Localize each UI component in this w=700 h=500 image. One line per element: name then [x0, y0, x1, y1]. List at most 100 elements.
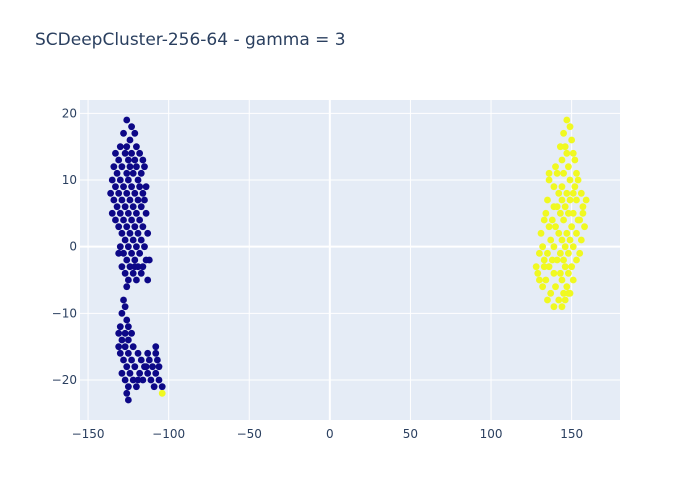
data-point-series-1	[539, 243, 547, 251]
data-point-series-1	[552, 163, 559, 171]
data-point-series-0	[142, 363, 150, 371]
data-point-series-1	[561, 296, 569, 304]
data-point-series-0	[152, 343, 160, 351]
x-tick-label: 100	[480, 427, 503, 441]
data-point-series-0	[121, 269, 129, 277]
data-point-series-0	[131, 256, 139, 264]
data-point-series-0	[139, 263, 147, 271]
data-point-series-0	[116, 143, 124, 151]
data-point-series-1	[550, 183, 558, 191]
data-point-series-0	[131, 189, 139, 197]
data-point-series-1	[558, 236, 566, 244]
data-point-series-0	[124, 209, 132, 217]
data-point-series-1	[568, 263, 576, 271]
data-point-series-1	[574, 216, 582, 224]
data-point-series-1	[553, 256, 561, 264]
data-point-series-1	[532, 263, 540, 271]
x-tick-label: −100	[152, 427, 185, 441]
data-point-series-0	[152, 349, 160, 357]
data-point-series-0	[129, 169, 137, 177]
data-point-series-1	[547, 236, 555, 244]
data-point-series-0	[124, 396, 132, 404]
data-point-series-0	[120, 216, 127, 224]
data-point-series-1	[536, 249, 543, 257]
data-point-series-0	[118, 309, 126, 317]
data-point-series-0	[133, 383, 140, 391]
data-point-series-0	[123, 256, 131, 264]
data-point-series-1	[548, 216, 556, 224]
plot-area	[80, 100, 620, 420]
data-point-series-1	[553, 203, 561, 211]
data-point-series-1	[537, 229, 545, 237]
data-point-series-0	[133, 276, 140, 284]
data-point-series-0	[123, 389, 131, 397]
data-point-series-0	[134, 229, 142, 237]
data-point-series-1	[577, 236, 585, 244]
data-point-series-1	[550, 243, 558, 251]
data-point-series-1	[558, 156, 566, 164]
data-point-series-0	[141, 243, 148, 251]
data-point-series-0	[118, 369, 126, 377]
data-point-series-1	[548, 256, 556, 264]
data-point-series-0	[155, 376, 163, 384]
data-point-series-0	[139, 376, 147, 384]
data-point-series-0	[144, 349, 152, 357]
data-point-series-1	[568, 223, 576, 231]
data-point-series-0	[113, 203, 121, 211]
data-point-series-0	[126, 263, 134, 271]
data-point-series-1	[579, 203, 587, 211]
data-point-series-0	[144, 276, 152, 284]
data-point-series-1	[573, 169, 580, 177]
data-point-series-0	[112, 149, 119, 157]
data-point-series-0	[128, 329, 135, 337]
data-point-series-0	[155, 363, 163, 371]
data-point-series-0	[115, 343, 123, 351]
data-point-series-0	[150, 383, 158, 391]
data-point-series-0	[128, 356, 135, 364]
data-point-series-0	[116, 176, 124, 184]
data-point-series-0	[115, 329, 123, 337]
data-point-series-1	[545, 176, 553, 184]
data-point-series-1	[540, 263, 548, 271]
data-point-series-0	[128, 183, 135, 191]
data-point-series-0	[115, 189, 123, 197]
data-point-series-1	[553, 169, 561, 177]
x-tick-label: 0	[326, 427, 334, 441]
data-point-series-0	[139, 156, 147, 164]
data-point-series-1	[536, 276, 543, 284]
data-point-series-0	[110, 196, 118, 204]
data-point-series-0	[116, 323, 124, 331]
data-point-series-0	[120, 129, 127, 137]
data-point-series-1	[566, 196, 574, 204]
data-point-series-0	[158, 383, 166, 391]
data-point-series-1	[561, 243, 569, 251]
data-point-series-0	[137, 356, 145, 364]
data-point-series-0	[152, 369, 160, 377]
data-point-series-1	[563, 283, 571, 291]
data-point-series-1	[558, 183, 566, 191]
data-point-series-1	[566, 236, 574, 244]
data-point-series-1	[563, 229, 571, 237]
data-point-series-0	[108, 209, 116, 217]
data-point-series-0	[118, 336, 126, 344]
data-point-series-0	[144, 229, 152, 237]
data-point-series-0	[121, 376, 129, 384]
data-point-series-0	[133, 209, 140, 217]
data-point-series-0	[142, 209, 150, 217]
data-point-series-1	[552, 283, 559, 291]
data-point-series-0	[116, 209, 124, 217]
data-point-series-0	[129, 269, 137, 277]
data-point-series-1	[555, 296, 563, 304]
data-point-series-0	[129, 376, 137, 384]
data-point-series-0	[133, 143, 140, 151]
data-point-series-0	[124, 276, 132, 284]
data-point-series-1	[571, 183, 579, 191]
data-point-series-0	[144, 369, 152, 377]
data-point-series-0	[124, 243, 132, 251]
data-point-series-0	[128, 216, 135, 224]
data-point-series-0	[145, 256, 153, 264]
data-point-series-1	[573, 256, 580, 264]
data-point-series-0	[136, 249, 144, 257]
data-point-series-0	[113, 169, 121, 177]
